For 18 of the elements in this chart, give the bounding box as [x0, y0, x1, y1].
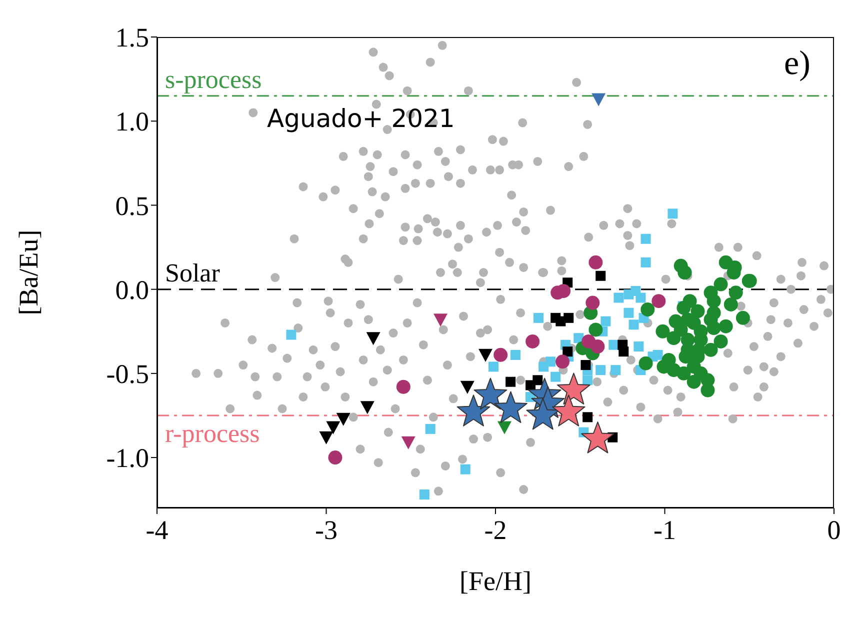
x-tick-label: -3 [315, 515, 338, 546]
y-tick-label: 1.0 [115, 106, 149, 137]
x-tick-label: -2 [484, 515, 507, 546]
ref-line-label: s-process [165, 64, 262, 94]
ref-line-label: r-process [165, 418, 260, 448]
y-tick-label: -1.0 [106, 443, 149, 474]
x-axis-title: [Fe/H] [460, 566, 532, 596]
x-tick-label: 0 [827, 515, 841, 546]
x-tick-label: -1 [654, 515, 676, 546]
y-axis-title: [Ba/Eu] [14, 230, 44, 316]
y-tick-label: 0.0 [115, 274, 149, 305]
y-tick-label: 0.5 [115, 190, 149, 221]
ref-line-label: Solar [165, 258, 220, 288]
x-tick-label: -4 [146, 515, 169, 546]
annotation: Aguado+ 2021 [267, 104, 455, 133]
annotation: e) [784, 45, 810, 83]
y-tick-label: -0.5 [106, 359, 149, 390]
y-tick-label: 1.5 [115, 22, 149, 53]
